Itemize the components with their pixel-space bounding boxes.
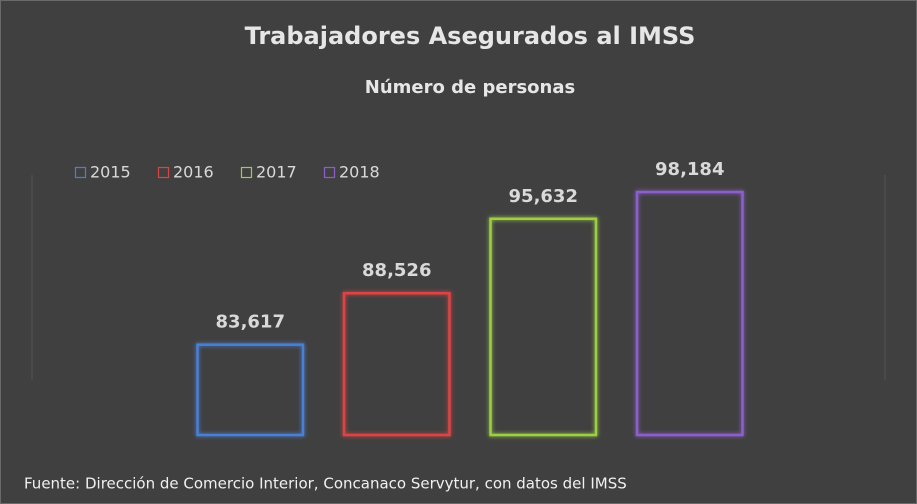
value-label: 95,632 <box>509 186 578 207</box>
legend-swatch <box>157 166 170 179</box>
chart-title: Trabajadores Asegurados al IMSS <box>245 22 696 50</box>
legend-swatch <box>240 166 253 179</box>
legend-swatch <box>323 166 336 179</box>
value-label: 98,184 <box>655 159 724 180</box>
separator <box>10 455 907 456</box>
legend-label: 2017 <box>256 163 297 182</box>
chart-subtitle: Número de personas <box>365 77 575 98</box>
bar <box>635 190 744 437</box>
legend-label: 2015 <box>90 163 131 182</box>
bar <box>342 291 451 437</box>
legend-label: 2016 <box>173 163 214 182</box>
legend-swatch <box>74 166 87 179</box>
value-label: 88,526 <box>362 260 431 281</box>
value-label: 83,617 <box>216 312 285 333</box>
bar <box>196 343 305 437</box>
bar <box>489 217 598 437</box>
source-note: Fuente: Dirección de Comercio Interior, … <box>24 475 627 493</box>
legend-label: 2018 <box>339 163 380 182</box>
